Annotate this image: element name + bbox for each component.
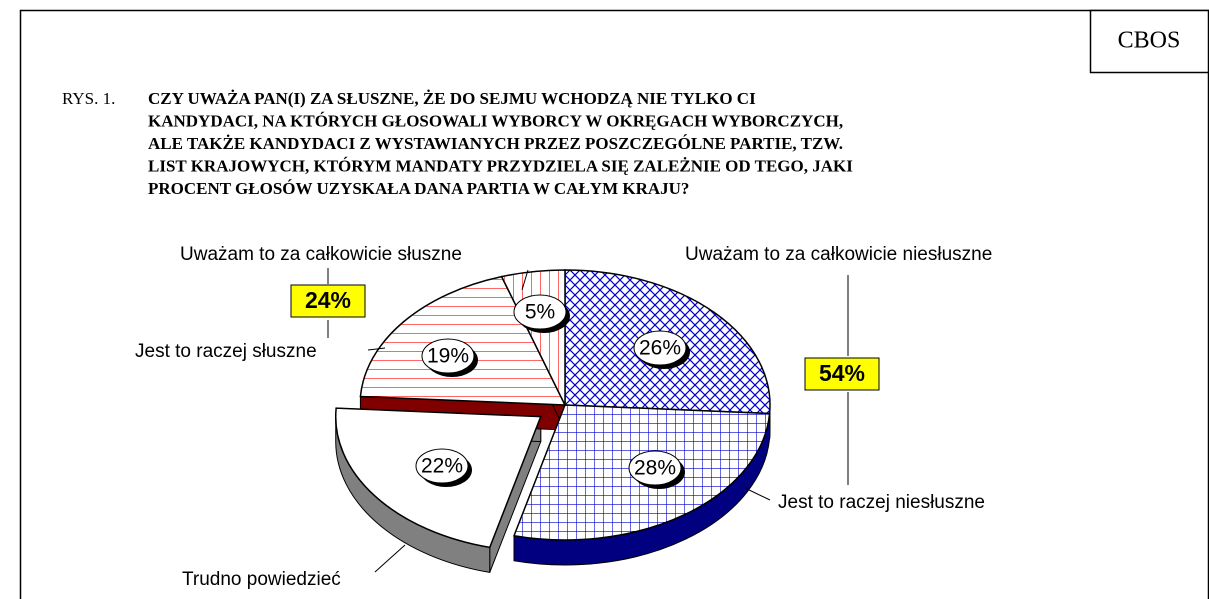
source: CBOS [1118, 28, 1181, 54]
leader-line [374, 544, 406, 573]
annotation: 24% [305, 287, 351, 313]
value-label: 28% [634, 457, 676, 480]
category-label: Uważam to za całkowicie słuszne [180, 244, 462, 265]
value-label: 22% [421, 455, 463, 478]
chart-title-line: CZY UWAŻA PAN(I) ZA SŁUSZNE, ŻE DO SEJMU… [148, 89, 756, 108]
label-bubble [633, 330, 687, 366]
leader-line [367, 347, 386, 351]
label-bubble [415, 448, 469, 484]
pie [334, 269, 771, 573]
category-label: Trudno powiedzieć [182, 569, 341, 590]
leader-line [744, 487, 771, 501]
category-label: Uważam to za całkowicie niesłuszne [685, 244, 992, 265]
annotation-box [804, 357, 880, 391]
value-label: 5% [525, 301, 555, 324]
label-bubble [421, 338, 475, 374]
annotation: 54% [819, 360, 865, 386]
value-label: 19% [427, 345, 469, 368]
chart-title-line: KANDYDACI, NA KTÓRYCH GŁOSOWALI WYBORCY … [148, 111, 843, 130]
label-bubble [628, 450, 682, 486]
chart-title-line: ALE TAKŻE KANDYDACI Z WYSTAWIANYCH PRZEZ… [148, 134, 843, 153]
value-label: 26% [639, 337, 681, 360]
label-bubble [513, 294, 567, 330]
leader-line [521, 269, 529, 291]
figure-label: RYS. 1. [62, 89, 115, 108]
chart-title-line: PROCENT GŁOSÓW UZYSKAŁA DANA PARTIA W CA… [148, 179, 689, 198]
category-label: Jest to raczej niesłuszne [778, 492, 985, 513]
slice [359, 275, 567, 406]
category-label: Jest to raczej słuszne [135, 341, 317, 362]
annotation-box [290, 284, 366, 318]
chart-title-line: LIST KRAJOWYCH, KTÓRYM MANDATY PRZYDZIEL… [148, 156, 853, 175]
